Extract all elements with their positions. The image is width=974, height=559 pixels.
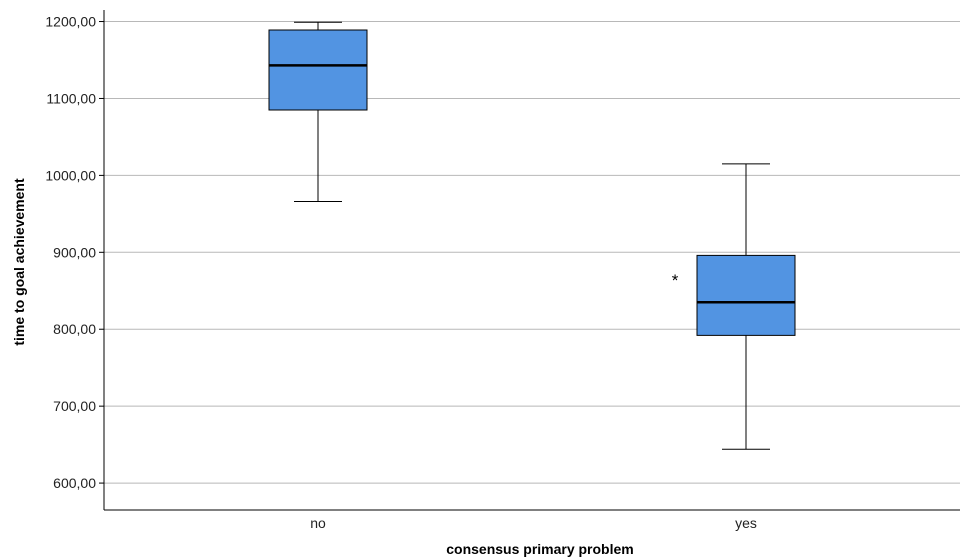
outlier-marker: * — [672, 271, 679, 290]
y-tick-label: 1200,00 — [45, 14, 96, 30]
x-axis-title: consensus primary problem — [446, 541, 634, 557]
iqr-box — [268, 29, 368, 111]
label-layer: 600,00 700,00 800,00 900,00 1000,00 1100,00 12… — [45, 14, 757, 531]
grid-layer — [104, 21, 960, 484]
y-tick-label: 1000,00 — [45, 167, 96, 183]
box-layer: * — [268, 21, 796, 450]
axis-layer — [99, 10, 960, 511]
box-group-no — [268, 21, 368, 203]
iqr-box — [696, 254, 796, 336]
y-tick-label: 1100,00 — [46, 90, 96, 106]
box-group-yes: * — [672, 163, 796, 450]
x-tick-label: no — [310, 515, 326, 531]
y-tick-label: 900,00 — [53, 244, 96, 260]
y-tick-label: 800,00 — [53, 321, 96, 337]
x-tick-label: yes — [735, 515, 757, 531]
y-tick-label: 600,00 — [53, 475, 96, 491]
y-axis-title: time to goal achievement — [11, 178, 27, 346]
y-tick-label: 700,00 — [53, 398, 96, 414]
